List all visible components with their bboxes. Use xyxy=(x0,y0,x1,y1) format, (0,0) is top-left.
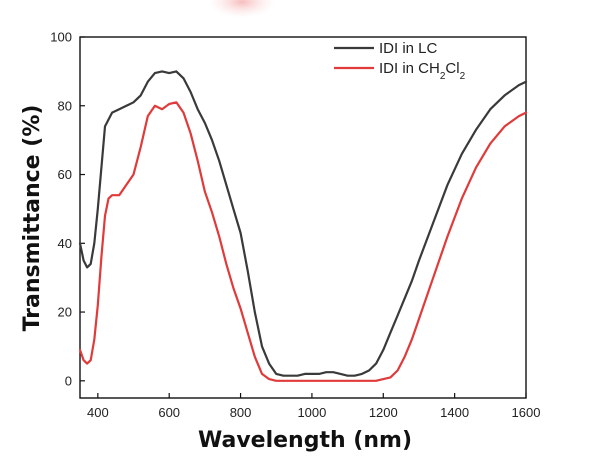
legend-label-1: IDI in LC xyxy=(379,40,438,57)
x-tick-label: 1600 xyxy=(512,405,541,420)
x-tick-label: 600 xyxy=(158,405,180,420)
top-decoration-blob xyxy=(208,0,276,18)
legend-label-part: Cl xyxy=(445,60,459,77)
legend-label-2: IDI in CH2Cl2 xyxy=(379,60,466,82)
y-tick-label: 80 xyxy=(58,98,72,113)
y-axis-title: Transmittance (%) xyxy=(20,105,45,332)
x-axis-ticks: 400 600 800 1000 1200 1400 1600 xyxy=(87,393,540,420)
series-line-2 xyxy=(78,101,528,382)
x-tick-label: 400 xyxy=(87,405,109,420)
x-tick-label: 1200 xyxy=(369,405,398,420)
x-tick-label: 800 xyxy=(230,405,252,420)
y-axis-ticks: 0 20 40 60 80 100 xyxy=(50,30,85,388)
plot-frame xyxy=(79,36,527,399)
y-tick-label: 20 xyxy=(58,305,72,320)
y-tick-label: 100 xyxy=(50,30,72,45)
legend-label-part: IDI in CH xyxy=(379,60,440,77)
y-tick-label: 60 xyxy=(58,167,72,182)
x-axis-title: Wavelength (nm) xyxy=(198,428,412,453)
x-tick-label: 1400 xyxy=(440,405,469,420)
x-tick-label: 1000 xyxy=(297,405,326,420)
y-tick-label: 0 xyxy=(65,373,72,388)
series-layer xyxy=(78,70,528,382)
y-tick-label: 40 xyxy=(58,236,72,251)
legend-label-part: IDI in LC xyxy=(379,40,438,57)
legend-label-part: 2 xyxy=(440,71,446,82)
legend-label-part: 2 xyxy=(460,71,466,82)
series-line-1 xyxy=(78,70,528,377)
